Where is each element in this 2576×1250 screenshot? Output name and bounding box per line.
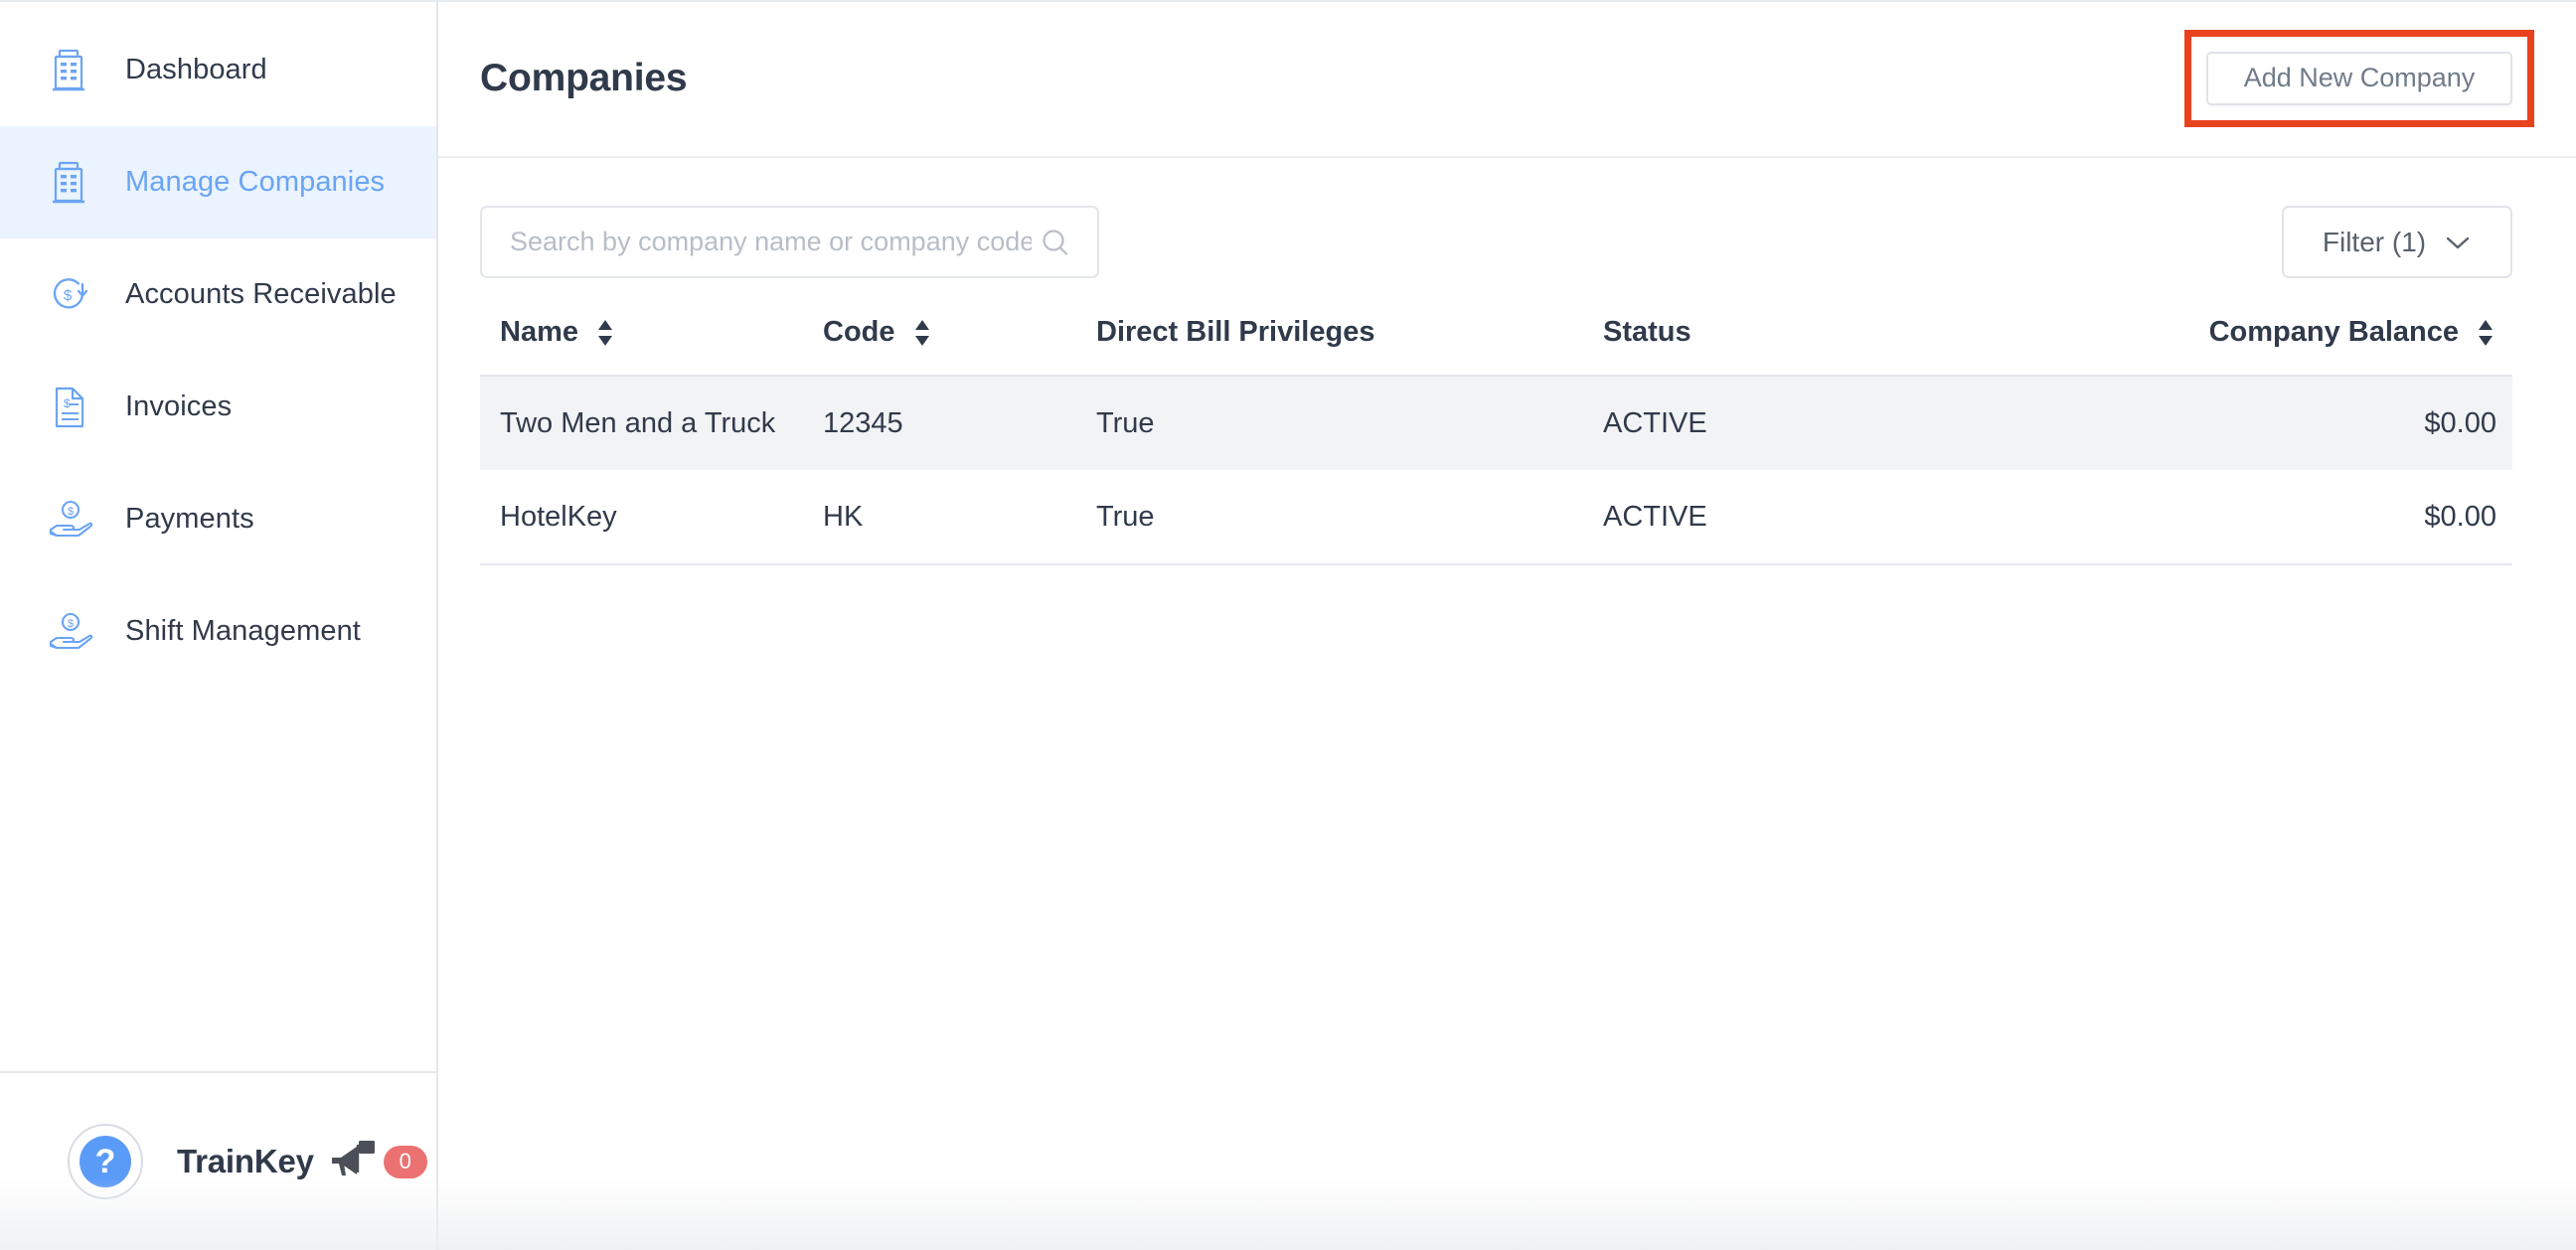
- cell-company-balance: $0.00: [2095, 376, 2512, 470]
- notification-badge: 0: [383, 1145, 427, 1178]
- table-toolbar: Filter (1): [480, 158, 2512, 278]
- main-top-divider: [438, 0, 2576, 2]
- question-mark-icon: ?: [80, 1136, 131, 1187]
- svg-text:$: $: [64, 287, 73, 304]
- sidebar-item-label: Invoices: [125, 391, 233, 422]
- sidebar-item-label: Accounts Receivable: [125, 278, 397, 310]
- sidebar-item-label: Payments: [125, 503, 254, 535]
- building-icon: [48, 48, 93, 93]
- search-box[interactable]: [480, 206, 1099, 278]
- companies-table: Name Code: [480, 316, 2512, 565]
- cell-code: 12345: [823, 376, 1096, 470]
- column-label: Code: [823, 316, 895, 348]
- sidebar-item-label: Dashboard: [125, 54, 267, 85]
- sidebar-top-divider: [0, 0, 436, 2]
- content-bottom-fade: [438, 1178, 2576, 1250]
- cell-direct-bill-privileges: True: [1096, 470, 1603, 565]
- brand-trainkey[interactable]: TrainKey 0: [177, 1139, 427, 1184]
- column-header-direct-bill-privileges: Direct Bill Privileges: [1096, 316, 1603, 377]
- megaphone-icon[interactable]: [328, 1139, 384, 1184]
- filter-label: Filter (1): [2322, 226, 2427, 257]
- main-content: Companies Add New Company: [438, 0, 2576, 1250]
- sidebar-item-accounts-receivable[interactable]: $ Accounts Receivable: [0, 238, 436, 351]
- search-input[interactable]: [482, 227, 1040, 257]
- cell-direct-bill-privileges: True: [1096, 376, 1603, 470]
- sort-toggle-icon[interactable]: [911, 318, 933, 348]
- building-icon: [48, 160, 93, 206]
- column-label: Name: [500, 316, 578, 348]
- hand-coin-icon: $: [48, 609, 93, 655]
- dollar-arrow-icon: $: [48, 272, 93, 318]
- chevron-down-icon: [2444, 227, 2472, 258]
- help-button[interactable]: ?: [68, 1124, 143, 1199]
- table-row[interactable]: HotelKey HK True ACTIVE $0.00: [480, 470, 2512, 565]
- column-header-name[interactable]: Name: [480, 316, 823, 377]
- sidebar-item-invoices[interactable]: $ Invoices: [0, 351, 436, 463]
- add-new-company-container: Add New Company: [2184, 29, 2534, 127]
- column-label: Status: [1603, 316, 1691, 348]
- cell-company-balance: $0.00: [2095, 470, 2512, 565]
- sidebar-nav: Dashboard Manage Com: [0, 0, 436, 1071]
- column-header-status: Status: [1603, 316, 2095, 377]
- column-label: Direct Bill Privileges: [1096, 316, 1375, 348]
- sidebar-item-payments[interactable]: $ Payments: [0, 463, 436, 575]
- sort-toggle-icon[interactable]: [2475, 318, 2496, 348]
- filter-button[interactable]: Filter (1): [2282, 206, 2512, 278]
- sidebar-item-dashboard[interactable]: Dashboard: [0, 14, 436, 126]
- column-label: Company Balance: [2208, 316, 2459, 348]
- sidebar: Dashboard Manage Com: [0, 0, 438, 1250]
- content-area: Filter (1) Name: [438, 158, 2576, 565]
- sidebar-item-shift-management[interactable]: $ Shift Management: [0, 575, 436, 688]
- cell-code: HK: [823, 470, 1096, 565]
- sidebar-footer: ? TrainKey 0: [0, 1071, 436, 1250]
- search-icon[interactable]: [1040, 227, 1097, 258]
- cell-name: HotelKey: [480, 470, 823, 565]
- cell-name: Two Men and a Truck: [480, 376, 823, 470]
- sidebar-item-label: Manage Companies: [125, 166, 386, 198]
- cell-status: ACTIVE: [1603, 470, 2095, 565]
- add-new-company-button[interactable]: Add New Company: [2206, 51, 2512, 105]
- invoice-document-icon: $: [48, 385, 93, 430]
- sort-toggle-icon[interactable]: [594, 318, 616, 348]
- svg-text:$: $: [68, 506, 74, 518]
- svg-text:$: $: [64, 396, 71, 410]
- sidebar-item-manage-companies[interactable]: Manage Companies: [0, 126, 436, 238]
- page-header: Companies Add New Company: [438, 0, 2576, 158]
- table-header-row: Name Code: [480, 316, 2512, 377]
- column-header-company-balance[interactable]: Company Balance: [2095, 316, 2512, 377]
- brand-label: TrainKey: [177, 1143, 314, 1179]
- column-header-code[interactable]: Code: [823, 316, 1096, 377]
- svg-text:$: $: [68, 618, 74, 630]
- table-head: Name Code: [480, 316, 2512, 377]
- cell-status: ACTIVE: [1603, 376, 2095, 470]
- sidebar-item-label: Shift Management: [125, 615, 361, 647]
- table-body: Two Men and a Truck 12345 True ACTIVE $0…: [480, 376, 2512, 565]
- hand-coin-icon: $: [48, 497, 93, 543]
- table-row[interactable]: Two Men and a Truck 12345 True ACTIVE $0…: [480, 376, 2512, 470]
- page-title: Companies: [480, 56, 688, 99]
